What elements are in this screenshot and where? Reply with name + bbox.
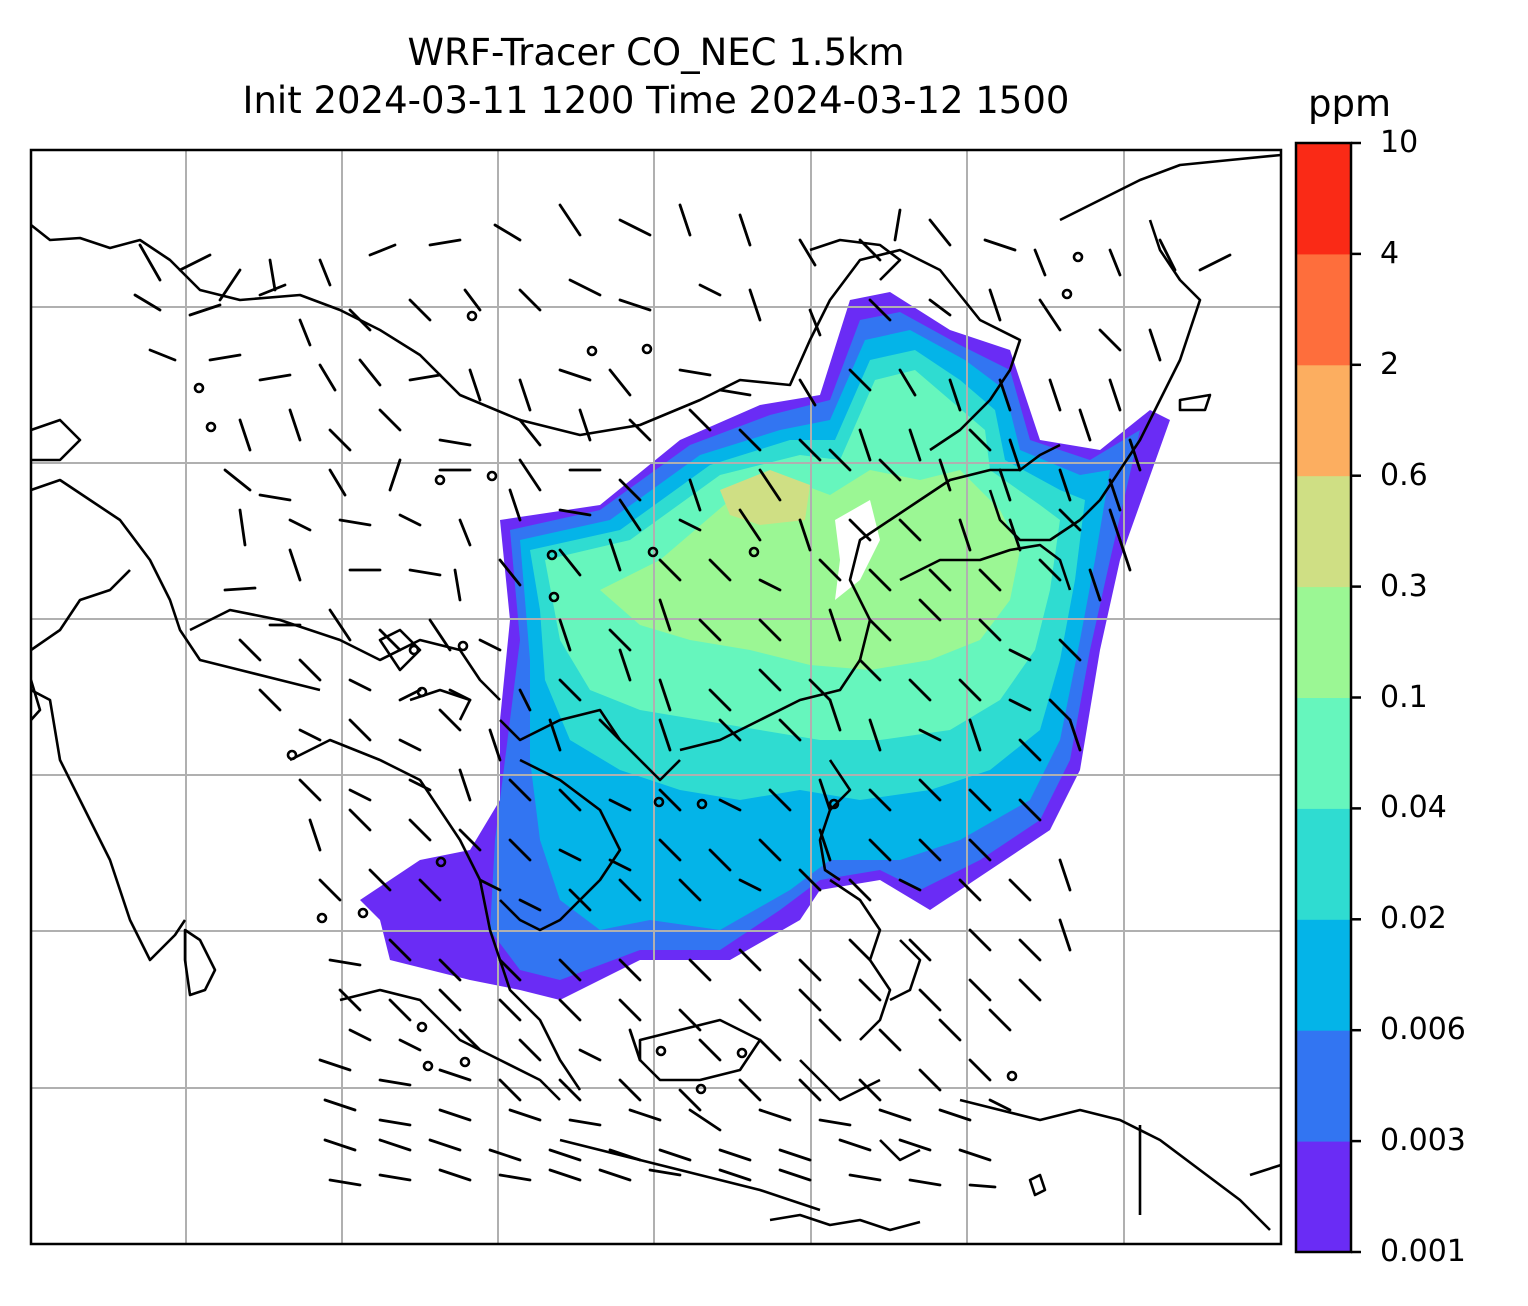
colorbar-tick-label: 4 <box>1380 235 1400 271</box>
colorbar-tick-label: 0.001 <box>1380 1234 1466 1269</box>
chart-title-line-1: WRF-Tracer CO_NEC 1.5km <box>407 31 905 74</box>
wind-barbs <box>133 203 1232 1189</box>
colorbar-segment-8 <box>1296 253 1351 366</box>
colorbar-segment-5 <box>1296 586 1351 698</box>
colorbar <box>1294 141 1361 1254</box>
colorbar-segment-4 <box>1296 697 1351 809</box>
colorbar-segment-7 <box>1296 364 1351 477</box>
colorbar-tick-label: 0.003 <box>1380 1123 1466 1159</box>
colorbar-tick-label: 0.04 <box>1380 790 1447 826</box>
colorbar-tick-label: 0.3 <box>1380 568 1428 604</box>
colorbar-segment-9 <box>1296 143 1351 255</box>
colorbar-tick-label: 0.6 <box>1380 457 1428 493</box>
chart-title-line-2: Init 2024-03-11 1200 Time 2024-03-12 150… <box>242 79 1070 122</box>
colorbar-tick-label: 0.02 <box>1380 901 1447 937</box>
colorbar-tick-label: 0.006 <box>1380 1012 1466 1048</box>
coastlines-and-borders <box>31 153 1281 1232</box>
colorbar-segment-0 <box>1296 1141 1351 1253</box>
map-panel <box>31 150 1281 1244</box>
colorbar-tick-label: 2 <box>1380 346 1400 382</box>
colorbar-segment-2 <box>1296 919 1351 1031</box>
colorbar-tick-label: 0.1 <box>1380 679 1428 715</box>
colorbar-unit-label: ppm <box>1308 82 1392 125</box>
colorbar-segment-3 <box>1296 808 1351 920</box>
colorbar-segment-1 <box>1296 1030 1351 1142</box>
calm-wind-markers <box>193 251 1084 1095</box>
colorbar-tick-label: 10 <box>1380 125 1419 160</box>
map-border <box>29 148 1283 1246</box>
colorbar-segment-6 <box>1296 475 1351 588</box>
